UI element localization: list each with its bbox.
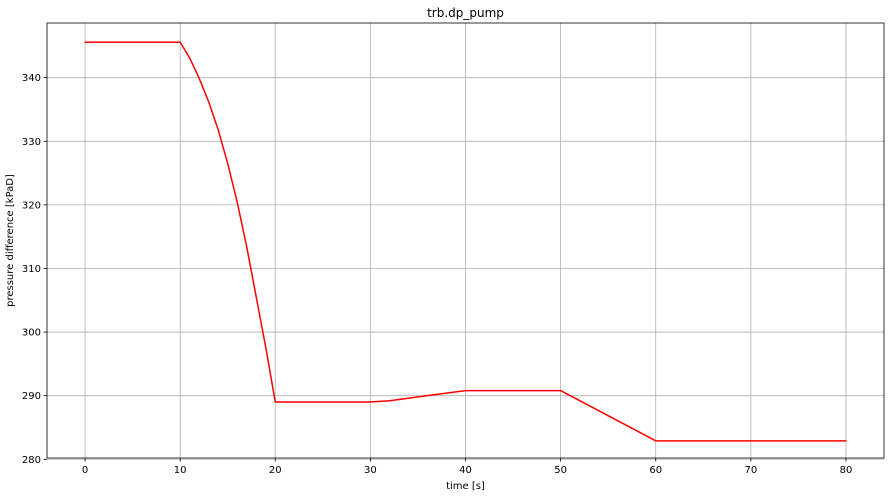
x-tick-label: 60	[649, 465, 662, 476]
y-tick-label: 320	[22, 200, 41, 211]
series-line	[84, 41, 847, 442]
x-tick-label: 70	[744, 465, 757, 476]
y-tick-label: 280	[22, 455, 41, 466]
x-tick-label: 50	[554, 465, 567, 476]
chart-title: trb.dp_pump	[427, 6, 504, 20]
y-tick-label: 290	[22, 391, 41, 402]
y-tick-label: 330	[22, 137, 41, 148]
x-axis-title: time [s]	[446, 481, 485, 492]
x-tick-label: 10	[174, 465, 187, 476]
grid	[47, 23, 884, 460]
ticks: 0 10 20 30 40 50 60 70 80 280 290 300 310 320 330 340	[22, 73, 852, 476]
series-layer	[84, 41, 847, 442]
x-tick-label: 80	[840, 465, 853, 476]
x-tick-label: 40	[459, 465, 472, 476]
y-tick-label: 310	[22, 264, 41, 275]
y-axis-title: pressure difference [kPaD]	[5, 174, 16, 307]
x-tick-label: 0	[82, 465, 88, 476]
x-tick-label: 30	[364, 465, 377, 476]
y-tick-label: 300	[22, 328, 41, 339]
x-tick-label: 20	[269, 465, 282, 476]
y-tick-label: 340	[22, 73, 41, 84]
